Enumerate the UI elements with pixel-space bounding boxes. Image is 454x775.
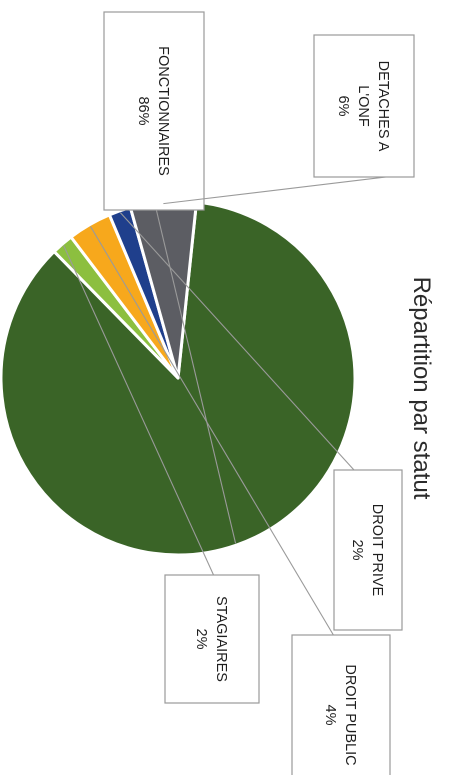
label-category: L'ONF	[355, 85, 371, 127]
label-category: DROIT PUBLIC	[342, 664, 358, 765]
leader-line	[90, 226, 335, 637]
label-box	[103, 11, 205, 211]
label-value: 2%	[349, 540, 365, 561]
pie-slices	[0, 199, 357, 557]
label-value: 86%	[135, 96, 151, 125]
leader-line	[153, 199, 237, 544]
label-category: DETACHES A	[375, 61, 391, 152]
label-value: 6%	[335, 96, 351, 117]
leader-line	[163, 175, 395, 205]
label-box	[291, 634, 391, 775]
label-value: 2%	[193, 629, 209, 650]
label-value: 4%	[322, 705, 338, 726]
label-category: STAGIAIRES	[213, 596, 229, 682]
label-box	[313, 34, 415, 178]
label-box	[164, 574, 260, 704]
label-box	[333, 469, 403, 631]
label-category: FONCTIONNAIRES	[155, 46, 171, 176]
leader-line	[63, 245, 215, 577]
chart-title: Répartition par statut	[408, 277, 435, 500]
leader-line	[120, 212, 355, 471]
label-category: DROIT PRIVE	[369, 504, 385, 597]
